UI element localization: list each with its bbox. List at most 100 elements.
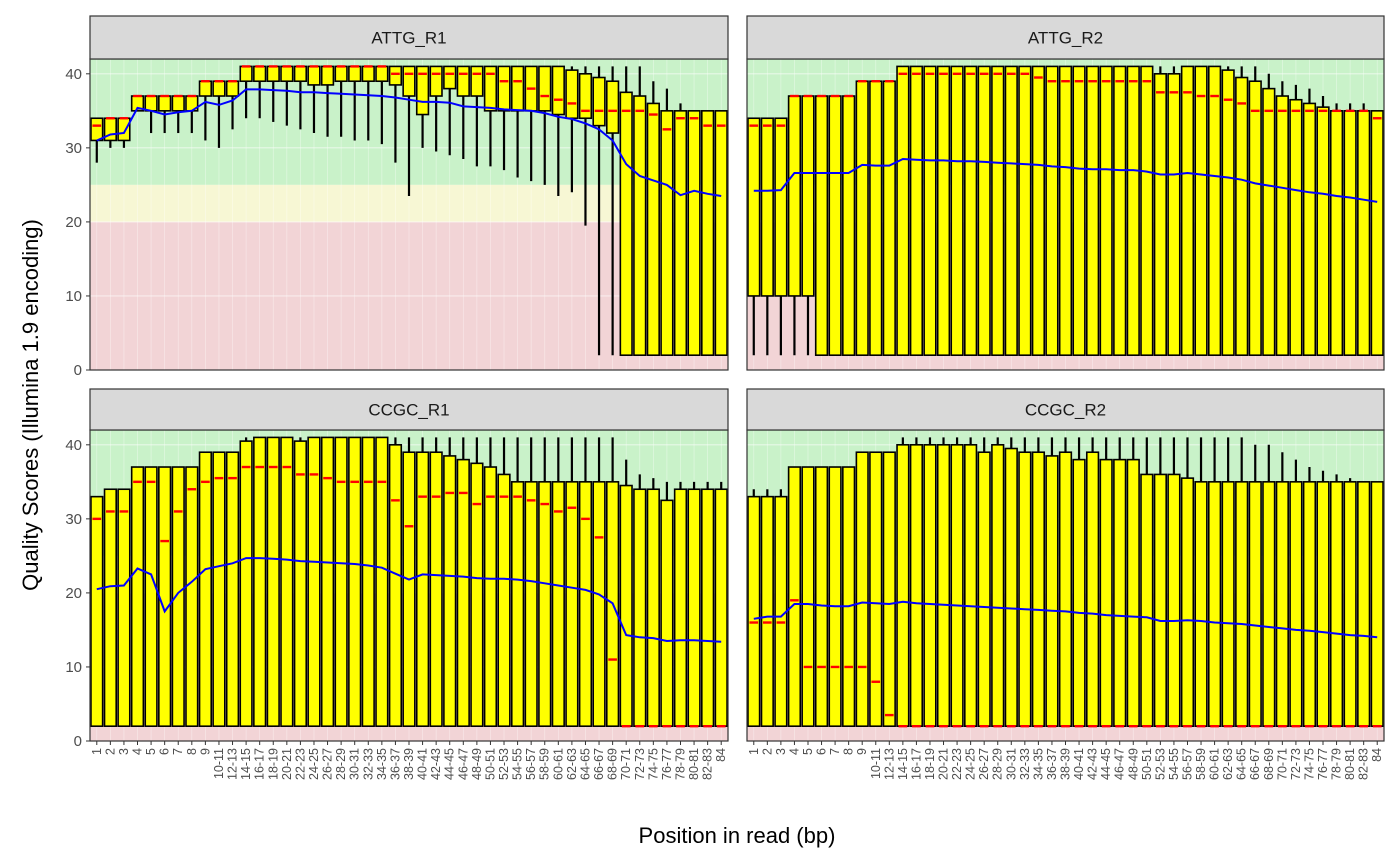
box: [483, 466, 498, 727]
y-tick-label: 0: [74, 362, 82, 379]
box: [963, 444, 978, 727]
box: [239, 65, 253, 83]
box: [1072, 458, 1086, 727]
box: [687, 488, 701, 727]
x-tick-label: 22-23: [950, 748, 964, 780]
box: [633, 95, 647, 356]
box: [1045, 455, 1059, 727]
x-tick-label: 4: [131, 748, 145, 755]
x-tick-label: 1: [90, 748, 104, 755]
box: [842, 466, 856, 727]
box: [1167, 73, 1181, 356]
box: [1370, 481, 1384, 727]
box: [551, 65, 565, 116]
facet-strip-label: ATTG_R1: [371, 29, 446, 48]
box: [909, 444, 924, 727]
y-tick-label: 40: [65, 66, 82, 83]
box: [660, 499, 674, 727]
box: [402, 451, 416, 727]
box: [483, 65, 498, 112]
x-tick-label: 48-49: [1126, 748, 1140, 780]
x-tick-label: 1: [747, 748, 761, 755]
box: [1126, 458, 1140, 727]
x-tick-label: 72-73: [633, 748, 647, 780]
box: [1289, 481, 1303, 727]
box: [1289, 98, 1303, 356]
mean-line: [753, 157, 1378, 203]
box: [774, 117, 788, 297]
box: [348, 436, 362, 727]
box: [869, 80, 883, 356]
box: [388, 444, 403, 727]
x-tick-label: 52-53: [497, 748, 511, 780]
box: [991, 444, 1005, 727]
x-tick-label: 2: [103, 748, 117, 755]
x-tick-label: 20-21: [280, 748, 294, 780]
box: [103, 488, 117, 727]
box: [293, 440, 308, 727]
x-tick-label: 3: [117, 748, 131, 755]
y-axis-title: Quality Scores (Illumina 1.9 encoding): [18, 219, 43, 591]
x-tick-label: 7: [171, 748, 185, 755]
box: [443, 455, 457, 727]
box: [1302, 102, 1317, 356]
x-tick-label: 62-63: [565, 748, 579, 780]
box: [280, 436, 294, 727]
box: [760, 495, 774, 727]
facet-strip: [746, 388, 1385, 431]
box: [760, 117, 774, 297]
box: [1207, 65, 1222, 356]
box: [701, 110, 715, 356]
facet-strip-label: CCGC_R1: [368, 401, 449, 420]
x-tick-label: 10-11: [869, 748, 883, 779]
x-tick-label: 78-79: [673, 748, 687, 780]
box: [687, 110, 701, 356]
box: [747, 495, 761, 727]
x-tick-label: 72-73: [1289, 748, 1303, 780]
box: [456, 65, 470, 97]
box: [524, 481, 538, 727]
box: [266, 436, 280, 727]
box: [828, 95, 842, 356]
box: [1113, 458, 1127, 727]
box: [1045, 65, 1059, 356]
x-tick-label: 2: [760, 748, 774, 755]
box: [1221, 69, 1235, 356]
box: [774, 495, 788, 727]
box: [253, 65, 267, 83]
x-tick-label: 6: [815, 748, 829, 755]
box: [1221, 481, 1235, 727]
box: [747, 117, 761, 297]
x-tick-label: 84: [714, 748, 728, 762]
box: [117, 488, 131, 727]
x-tick-label: 64-65: [1235, 748, 1249, 780]
x-tick-label: 78-79: [1330, 748, 1344, 780]
box: [266, 65, 280, 83]
mean-line: [96, 88, 722, 197]
box: [896, 444, 910, 727]
box: [869, 451, 883, 727]
facet-strip-label: ATTG_R2: [1028, 29, 1103, 48]
box: [950, 444, 964, 727]
box: [1180, 65, 1195, 356]
box: [402, 65, 416, 97]
box: [144, 466, 158, 727]
box: [171, 466, 185, 727]
facet-strip: [746, 15, 1385, 60]
box: [1235, 76, 1249, 356]
box: [388, 65, 403, 86]
box: [1207, 481, 1222, 727]
box: [320, 65, 335, 86]
box: [909, 65, 924, 356]
x-tick-label: 12-13: [882, 748, 896, 780]
panel-ccgc-r1: CCGC_R1 0 10 20 30 40 1 2 3 4 5 6 7 8 9 10-11 12-13 14-15…: [65, 388, 729, 780]
box: [1180, 477, 1195, 727]
x-tick-label: 5: [801, 748, 815, 755]
x-tick-label: 54-55: [511, 748, 525, 780]
x-tick-label: 60-61: [1208, 748, 1222, 780]
x-tick-label: 9: [855, 748, 869, 755]
box: [1194, 65, 1208, 356]
x-tick-label: 64-65: [578, 748, 592, 780]
box: [565, 481, 579, 727]
